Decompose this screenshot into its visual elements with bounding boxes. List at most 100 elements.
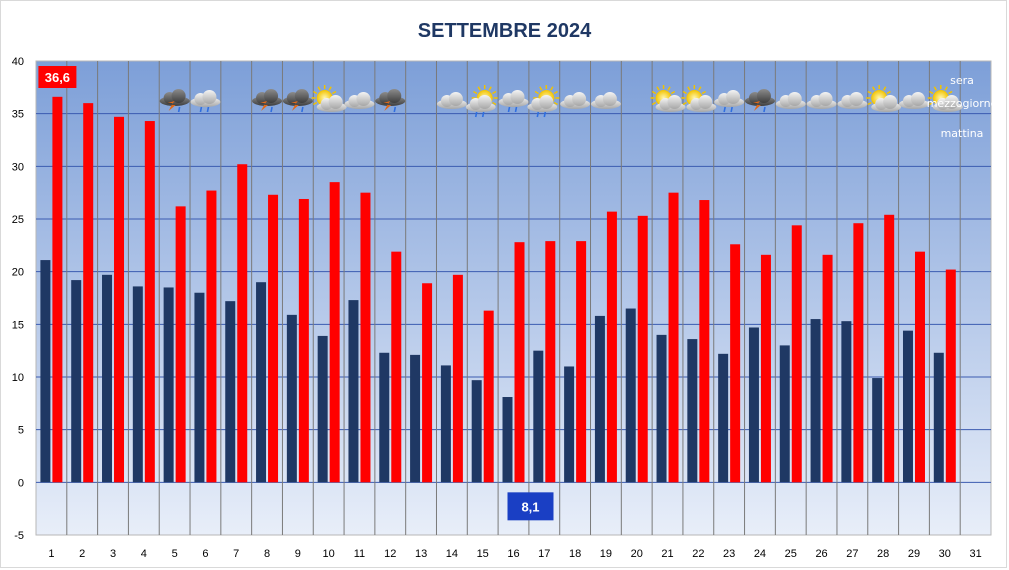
- bar-min-temp: [256, 282, 267, 483]
- x-tick-label: 11: [354, 548, 365, 560]
- y-tick-label: 35: [12, 109, 24, 121]
- max-value-box: [38, 66, 77, 88]
- bar-max-temp: [83, 103, 94, 483]
- bar-max-temp: [576, 241, 587, 483]
- thunderstorm-icon: [375, 89, 406, 113]
- thunderstorm-icon: [282, 89, 313, 113]
- x-tick-label: 13: [415, 548, 427, 560]
- bar-max-temp: [422, 283, 433, 483]
- bar-max-temp: [730, 244, 741, 483]
- x-tick-label: 16: [507, 548, 519, 560]
- bar-min-temp: [317, 335, 328, 483]
- legend-label-mattina: mattina: [941, 127, 984, 140]
- x-tick-label: 8: [264, 548, 270, 560]
- cloud-icon: [837, 92, 868, 109]
- bar-max-temp: [329, 182, 340, 483]
- bar-min-temp: [841, 321, 852, 483]
- y-axis: 40 35 30 25 20 15 10 5 0 -5: [12, 56, 24, 542]
- bar-min-temp: [163, 287, 174, 483]
- bar-min-temp: [440, 365, 451, 483]
- y-tick-label: 10: [12, 372, 24, 384]
- bar-max-temp: [791, 225, 802, 483]
- y-tick-label: 20: [12, 267, 24, 279]
- cloud-icon: [436, 92, 467, 109]
- bar-min-temp: [471, 380, 482, 483]
- sun-cloud-icon: [866, 85, 902, 112]
- bar-min-temp: [132, 286, 143, 483]
- thunderstorm-icon: [744, 89, 775, 113]
- y-tick-label: 25: [12, 214, 24, 226]
- annotations: 36,6 8,1: [38, 66, 554, 521]
- x-tick-label: 6: [202, 548, 208, 560]
- bar-max-temp: [237, 164, 248, 483]
- y-tick-label: 15: [12, 319, 24, 331]
- rain-cloud-icon: [190, 90, 221, 113]
- x-tick-label: 26: [815, 548, 827, 560]
- x-axis: 1 2 3 4 5 6 7 8 9 10 11 12 13 14 15 16 17 18 19 20 21 22 23 24 2…: [48, 548, 981, 560]
- bar-min-temp: [594, 315, 605, 483]
- min-value-box: [507, 492, 554, 521]
- bar-min-temp: [410, 354, 421, 483]
- x-tick-label: 19: [600, 548, 612, 560]
- sun-cloud-icon: [311, 85, 347, 112]
- x-tick-label: 24: [754, 548, 766, 560]
- x-tick-label: 5: [172, 548, 178, 560]
- bar-min-temp: [348, 300, 359, 483]
- bar-min-temp: [748, 327, 759, 483]
- x-tick-label: 2: [79, 548, 85, 560]
- legend-label-sera: sera: [950, 74, 974, 87]
- bar-max-temp: [144, 121, 155, 483]
- bar-min-temp: [194, 292, 205, 483]
- sun-cloud-rain-icon: [465, 85, 498, 118]
- sun-cloud-icon: [650, 85, 686, 112]
- bar-max-temp: [914, 251, 925, 483]
- max-value-label: 36,6: [45, 70, 70, 85]
- x-tick-label: 23: [723, 548, 735, 560]
- bar-max-temp: [545, 241, 556, 483]
- y-tick-label: 40: [12, 56, 24, 68]
- bar-max-temp: [206, 190, 217, 483]
- bar-max-temp: [853, 223, 864, 483]
- bars: [40, 96, 956, 483]
- bar-max-temp: [268, 194, 279, 483]
- weather-icons: [159, 85, 963, 118]
- y-tick-label: 30: [12, 161, 24, 173]
- cloud-icon: [806, 92, 837, 109]
- x-tick-label: 29: [908, 548, 920, 560]
- bar-min-temp: [902, 330, 913, 483]
- bar-min-temp: [102, 274, 113, 483]
- bar-max-temp: [452, 274, 463, 483]
- x-tick-label: 20: [631, 548, 643, 560]
- x-tick-label: 25: [785, 548, 797, 560]
- bar-min-temp: [872, 378, 883, 483]
- bar-min-temp: [225, 301, 236, 483]
- chart-title: SETTEMBRE 2024: [417, 20, 592, 42]
- sun-cloud-icon: [681, 85, 717, 112]
- thunderstorm-icon: [252, 89, 283, 113]
- weather-legend: sera mezzogiorno mattina: [927, 74, 998, 140]
- x-tick-label: 22: [692, 548, 704, 560]
- x-tick-label: 3: [110, 548, 116, 560]
- min-value-label: 8,1: [521, 499, 539, 514]
- rain-cloud-icon: [498, 90, 529, 113]
- x-tick-label: 18: [569, 548, 581, 560]
- bar-min-temp: [40, 260, 51, 483]
- x-tick-label: 12: [384, 548, 396, 560]
- bar-min-temp: [933, 352, 944, 483]
- bar-min-temp: [810, 319, 821, 483]
- x-tick-label: 28: [877, 548, 889, 560]
- x-tick-label: 7: [233, 548, 239, 560]
- bar-max-temp: [52, 96, 63, 483]
- bar-max-temp: [114, 116, 125, 483]
- x-tick-label: 21: [661, 548, 673, 560]
- bar-max-temp: [391, 251, 402, 483]
- cloud-icon: [898, 92, 929, 109]
- bar-min-temp: [286, 314, 297, 483]
- bar-max-temp: [483, 310, 494, 483]
- y-tick-label: 0: [18, 477, 24, 489]
- bar-min-temp: [564, 366, 575, 483]
- bar-max-temp: [945, 269, 956, 483]
- x-tick-label: 1: [48, 548, 54, 560]
